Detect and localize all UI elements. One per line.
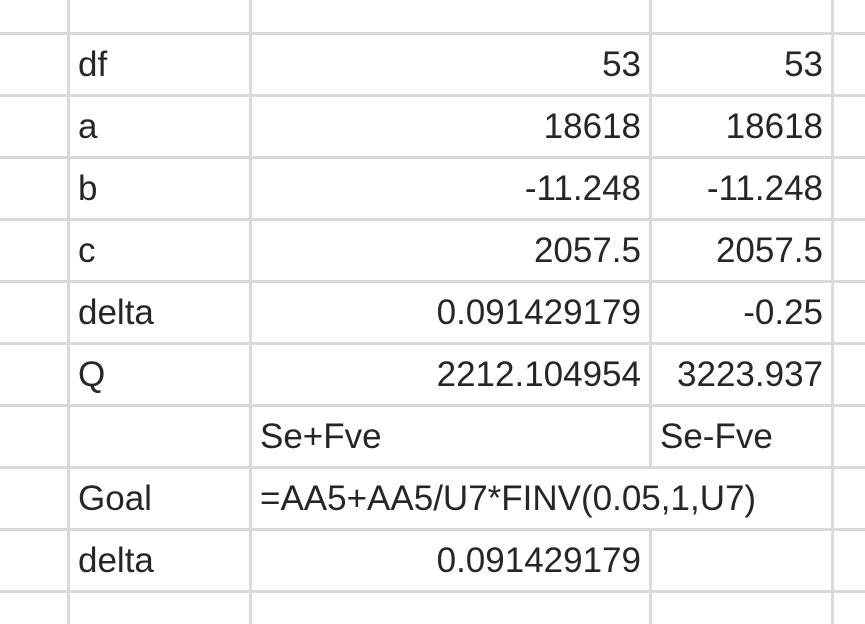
gridline [0, 404, 865, 407]
gridline [0, 528, 865, 531]
gridline [0, 466, 865, 469]
cell-value[interactable]: 53 [602, 45, 641, 84]
cell-label[interactable]: df [78, 45, 108, 84]
cell-value[interactable]: -0.25 [743, 293, 823, 332]
cell-value[interactable]: -11.248 [524, 169, 641, 208]
gridline [0, 32, 865, 35]
cell-label[interactable]: b [78, 169, 98, 208]
cell-header-se-plus-fve[interactable]: Se+Fve [260, 417, 382, 456]
cell-value[interactable]: 53 [784, 45, 823, 84]
cell-formula[interactable]: =AA5+AA5/U7*FINV(0.05,1,U7) [260, 479, 757, 518]
gridline [0, 156, 865, 159]
cell-value[interactable]: -11.248 [706, 169, 823, 208]
cell-value[interactable]: 18618 [543, 107, 641, 146]
gridline [649, 0, 652, 624]
gridline [249, 0, 252, 624]
gridline [0, 342, 865, 345]
cell-label[interactable]: Goal [78, 479, 152, 518]
cell-value[interactable]: 2057.5 [533, 231, 641, 270]
gridline [0, 280, 865, 283]
cell-header-se-minus-fve[interactable]: Se-Fve [660, 417, 773, 456]
cell-value[interactable] [652, 530, 831, 592]
gridline [0, 94, 865, 97]
overflow-mask [649, 469, 652, 528]
gridline [67, 0, 70, 624]
cell-label[interactable]: delta [78, 541, 154, 580]
cell-label[interactable]: c [78, 231, 96, 270]
cell-label[interactable] [70, 406, 249, 468]
gridline [831, 0, 834, 624]
gridline [0, 218, 865, 221]
gridline [0, 590, 865, 593]
cell-value[interactable]: 0.091429179 [436, 541, 641, 580]
cell-value[interactable]: 2212.104954 [436, 355, 641, 394]
cell-label[interactable]: Q [78, 355, 106, 394]
cell-value[interactable]: 0.091429179 [436, 293, 641, 332]
cell-value[interactable]: 3223.937 [677, 355, 823, 394]
cell-label[interactable]: delta [78, 293, 154, 332]
cell-label[interactable]: a [78, 107, 98, 146]
cell-value[interactable]: 18618 [725, 107, 823, 146]
cell-value[interactable]: 2057.5 [715, 231, 823, 270]
